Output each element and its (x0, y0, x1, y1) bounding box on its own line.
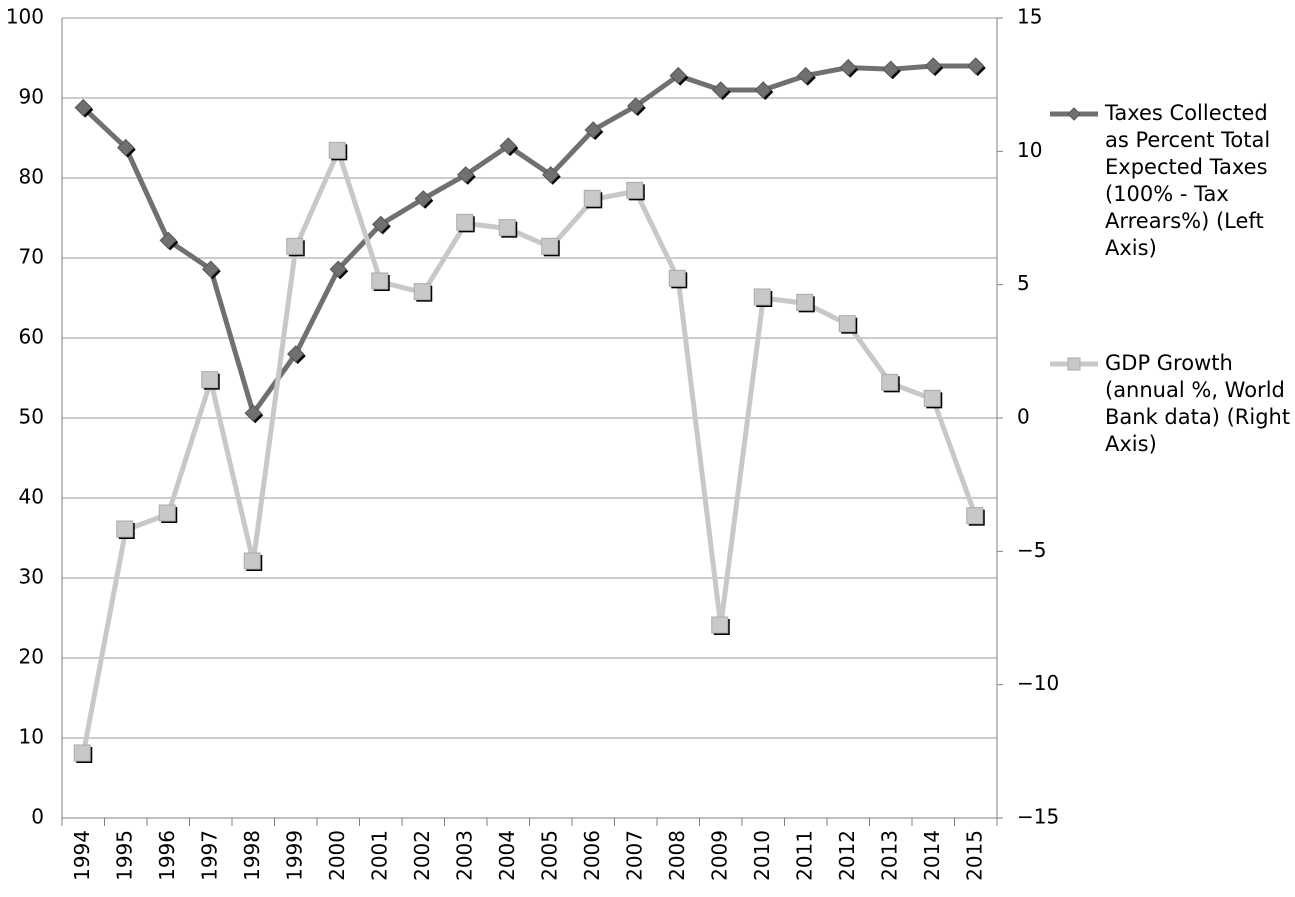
marker (498, 219, 516, 237)
marker (753, 288, 771, 306)
y-tick-label: 40 (19, 485, 44, 509)
x-tick-label: 2002 (410, 830, 434, 881)
marker (329, 260, 347, 278)
x-tick-label: 2000 (325, 830, 349, 881)
marker (456, 213, 474, 231)
y-tick-label: 10 (19, 725, 44, 749)
marker (627, 97, 645, 115)
legend-label: GDP Growth (annual %, World Bank data) (… (1105, 351, 1291, 456)
marker (159, 231, 177, 250)
x-tick-label: 2011 (792, 830, 816, 881)
marker (712, 81, 730, 99)
marker (966, 507, 984, 525)
x-tick-label: 2003 (452, 830, 476, 881)
x-tick-label: 1997 (197, 830, 221, 881)
marker (583, 189, 601, 207)
marker (413, 283, 431, 301)
x-tick-label: 2010 (750, 830, 774, 881)
marker (499, 137, 517, 155)
marker (117, 138, 135, 157)
x-tick-label: 2014 (920, 830, 944, 881)
legend-label: Taxes Collected as Percent Total Expecte… (1105, 101, 1271, 260)
marker (73, 744, 91, 762)
x-tick-label: 2012 (835, 830, 859, 881)
y-tick-label: 90 (19, 85, 44, 109)
marker (796, 293, 814, 311)
x-tick-label: 2007 (622, 830, 646, 881)
y2-tick-label: 10 (1017, 138, 1042, 162)
y2-tick-label: 15 (1017, 5, 1042, 29)
marker (924, 57, 942, 75)
marker (287, 345, 305, 363)
marker (967, 57, 985, 75)
marker (584, 121, 602, 139)
x-tick-label: 2008 (665, 830, 689, 881)
marker (626, 181, 644, 199)
x-tick-label: 2001 (367, 830, 391, 881)
marker (669, 66, 687, 85)
x-tick-label: 1994 (70, 830, 94, 881)
y2-tick-label: 0 (1017, 405, 1030, 429)
y2-tick-label: −10 (1017, 671, 1059, 695)
marker (202, 260, 220, 278)
y-tick-label: 0 (31, 805, 44, 829)
marker (797, 66, 815, 85)
x-tick-label: 2013 (877, 830, 901, 881)
y-tick-label: 30 (19, 565, 44, 589)
y-tick-label: 20 (19, 645, 44, 669)
x-tick-label: 1996 (155, 830, 179, 881)
y-tick-label: 70 (19, 245, 44, 269)
marker (457, 166, 475, 184)
y2-tick-label: −15 (1017, 805, 1059, 829)
y2-tick-label: 5 (1017, 271, 1030, 295)
marker (74, 98, 92, 117)
marker (839, 58, 857, 77)
marker (838, 315, 856, 333)
series-line (81, 63, 976, 416)
marker (882, 60, 900, 78)
x-tick-label: 2004 (495, 830, 519, 881)
y-tick-label: 100 (6, 5, 44, 29)
y-tick-label: 80 (19, 165, 44, 189)
marker (116, 520, 134, 538)
marker (711, 616, 729, 634)
marker (201, 371, 219, 389)
series-line (80, 148, 979, 755)
marker (243, 552, 261, 570)
y-tick-label: 60 (19, 325, 44, 349)
x-tick-label: 2006 (580, 830, 604, 881)
marker (668, 269, 686, 287)
x-tick-label: 2009 (707, 830, 731, 881)
marker (158, 504, 176, 522)
marker (286, 237, 304, 255)
marker (371, 272, 389, 290)
y2-tick-label: −5 (1017, 538, 1046, 562)
legend-marker (1067, 357, 1081, 371)
y-tick-label: 50 (19, 405, 44, 429)
marker (881, 373, 899, 391)
legend-marker (1067, 107, 1081, 121)
marker (414, 190, 432, 208)
x-tick-label: 1998 (240, 830, 264, 881)
marker (542, 166, 560, 184)
marker (372, 215, 390, 234)
x-tick-label: 2015 (962, 830, 986, 881)
marker (328, 141, 346, 159)
marker (754, 81, 772, 99)
x-tick-label: 2005 (537, 830, 561, 881)
marker (923, 389, 941, 407)
x-tick-label: 1995 (112, 830, 136, 881)
marker (541, 237, 559, 255)
marker (244, 404, 262, 422)
x-tick-label: 1999 (282, 830, 306, 881)
